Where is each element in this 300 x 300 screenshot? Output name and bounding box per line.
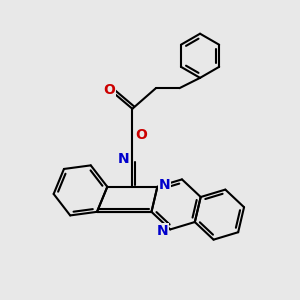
Text: N: N [157, 224, 169, 238]
Text: O: O [135, 128, 147, 142]
Text: O: O [104, 82, 116, 97]
Text: N: N [159, 178, 170, 192]
Text: N: N [118, 152, 129, 166]
